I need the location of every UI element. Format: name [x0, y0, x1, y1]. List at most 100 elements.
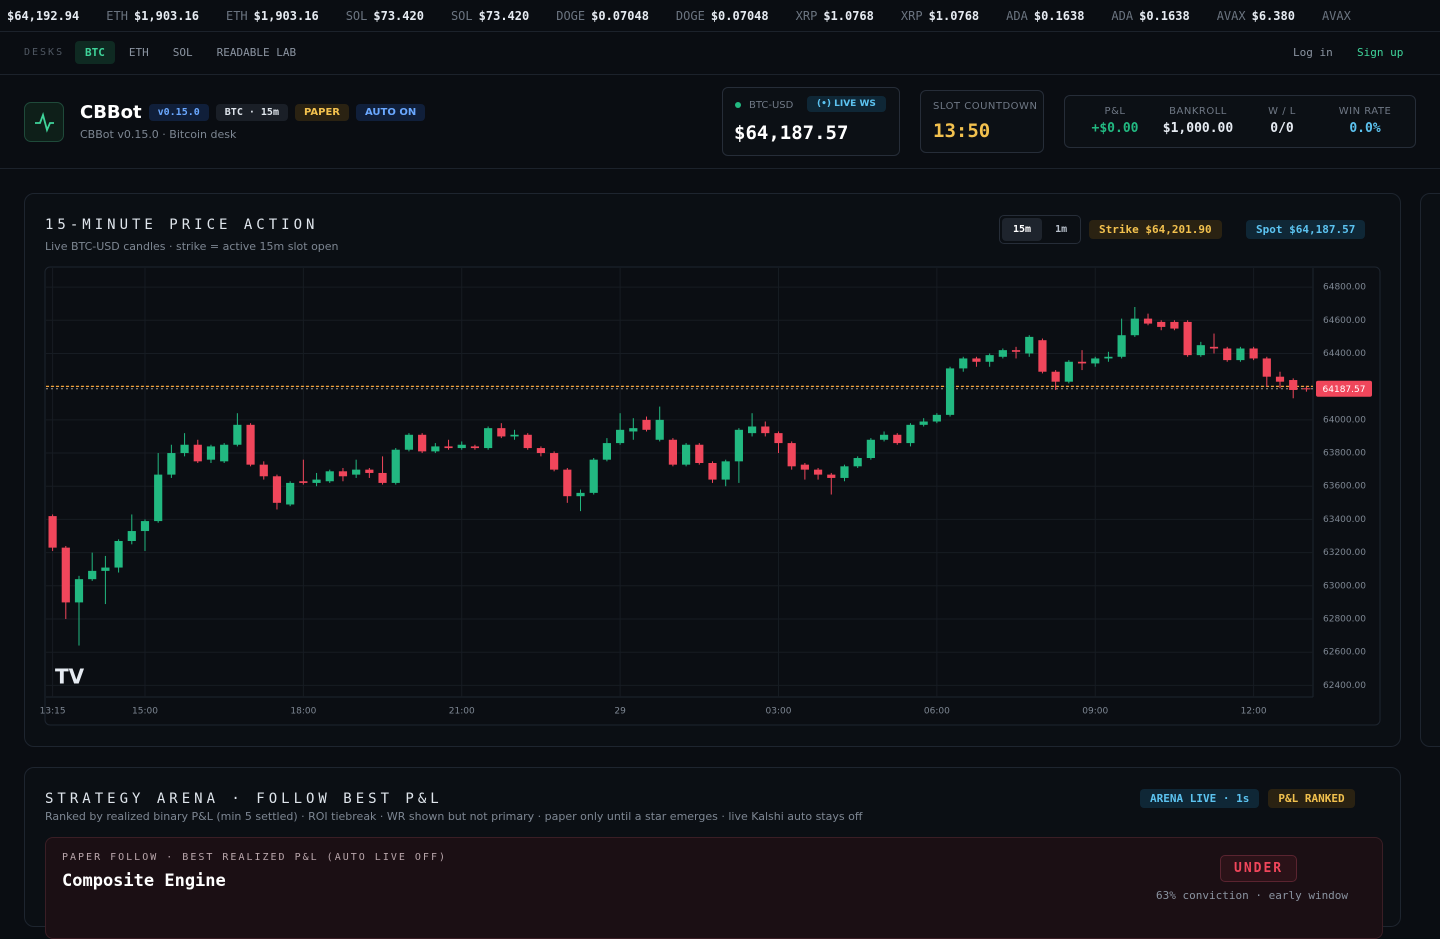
candle-body [1025, 336, 1034, 354]
arena-badge: ARENA LIVE · 1s [1140, 789, 1260, 808]
candle-body [259, 464, 268, 477]
y-tick-label: 63000.00 [1323, 581, 1366, 591]
candle-body [88, 570, 97, 580]
live-dot [735, 102, 741, 108]
candle-body [1223, 348, 1232, 361]
stat-value: +$0.00 [1091, 121, 1139, 136]
live-badge: (•) LIVE WS [807, 96, 886, 112]
candle-body [840, 466, 849, 478]
follow-card: PAPER FOLLOW · BEST REALIZED P&L (AUTO L… [45, 837, 1383, 939]
candle-body [1130, 318, 1139, 336]
candle-body [233, 424, 242, 445]
candle-body [1170, 321, 1179, 329]
countdown: 13:50 [933, 120, 991, 142]
candle-body [853, 458, 862, 467]
candle-body [61, 547, 70, 603]
candle-body [338, 471, 348, 477]
candle-body [959, 358, 968, 369]
ticker-item: DOGE $0.07048 [556, 9, 649, 23]
candle-body [1091, 358, 1100, 364]
chart-subtitle: Live BTC-USD candles · strike = active 1… [45, 240, 339, 253]
tabs: BTC ETH SOL READABLE LAB [75, 41, 310, 64]
candle-body [378, 472, 387, 483]
candle-body [734, 429, 743, 462]
ticker-symbol: SOL [450, 8, 473, 23]
candle-body [1157, 321, 1166, 327]
ticker-item: DOGE $0.07048 [676, 9, 769, 23]
candle-body [1183, 321, 1192, 356]
x-tick-label: 29 [614, 707, 626, 717]
ticker-price: $0.07048 [710, 8, 769, 23]
ticker-price: $1,903.16 [133, 8, 199, 23]
tab[interactable]: BTC [75, 41, 115, 64]
ticker-price: $0.1638 [1033, 8, 1085, 23]
stat-value: 0.0% [1349, 121, 1381, 136]
ticker-item: SOL $73.420 [451, 9, 529, 23]
ticker-symbol: SOL [345, 8, 368, 23]
ticker-item: XRP $1.0768 [901, 9, 979, 23]
interval[interactable]: 1m [1055, 224, 1068, 235]
candle-body [470, 446, 480, 449]
candle-body [985, 355, 994, 362]
body: $64,192.94 ETH $1,903.16 ETH $1,903.16 SOL $73… [0, 8, 1440, 939]
pair: BTC-USD [749, 100, 794, 111]
interval-toggle: 15m 1m [999, 215, 1082, 244]
candle-body [246, 424, 255, 465]
candle-body [1236, 348, 1245, 361]
tab[interactable]: READABLE LAB [216, 46, 297, 59]
ticker-symbol: DOGE [675, 8, 705, 23]
y-tick-label: 62400.00 [1323, 681, 1366, 691]
x-tick-label: 13:15 [40, 707, 66, 717]
candle-body [484, 428, 493, 449]
candle-body [550, 453, 559, 470]
ticker-symbol: DOGE [556, 8, 586, 23]
candle-body [457, 444, 466, 449]
countdown-card: SLOT COUNTDOWN 13:50 [920, 90, 1044, 153]
tab[interactable]: ETH [128, 46, 149, 59]
interval[interactable]: 15m [1002, 218, 1043, 241]
candle-body [536, 448, 546, 454]
tab[interactable]: SOL [172, 46, 193, 59]
candle-body [629, 428, 638, 432]
stat-label: WIN RATE [1338, 106, 1392, 117]
candle-body [127, 531, 136, 541]
arena-badge: P&L RANKED [1268, 789, 1355, 808]
candle-body [1104, 356, 1113, 359]
ticker-symbol: ETH [106, 8, 128, 23]
candle-body [602, 443, 612, 460]
candle-body [787, 443, 796, 467]
candle-body [668, 439, 677, 465]
x-tick-label: 21:00 [449, 707, 475, 717]
candle-body [576, 492, 585, 497]
candle-body [272, 476, 282, 503]
nav-label: DESKS [24, 47, 65, 58]
stat-value: 0/0 [1270, 121, 1294, 136]
ticker-item: ADA $0.1638 [1111, 9, 1189, 23]
ticker-symbol: ADA [1006, 8, 1028, 23]
candle-body [1051, 371, 1060, 382]
candle-body [589, 459, 598, 493]
signup[interactable]: Sign up [1357, 46, 1404, 59]
ticker-symbol: ADA [1111, 8, 1134, 23]
chart: TV 62400.00 62600.00 62800.00 63000.00 63200… [40, 266, 1381, 726]
arena-panel: STRATEGY ARENA · FOLLOW BEST P&L Ranked … [24, 767, 1401, 939]
y-tick-label: 63800.00 [1323, 449, 1366, 459]
card-label: PAPER FOLLOW · BEST REALIZED P&L (AUTO L… [62, 852, 447, 863]
candle-body [695, 444, 704, 463]
badges: v0.15.0 BTC · 15m PAPER AUTO ON [142, 102, 426, 121]
arena-subtitle: Ranked by realized binary P&L (min 5 set… [45, 810, 863, 823]
login[interactable]: Log in [1293, 46, 1333, 59]
ticker-price: $0.07048 [591, 8, 649, 23]
candle-body [1275, 376, 1285, 382]
candle-body [813, 469, 823, 475]
candle-body [497, 428, 506, 437]
candle-body [827, 474, 836, 478]
candle-body [866, 439, 875, 459]
candle-body [444, 446, 453, 449]
candle-body [932, 414, 941, 422]
arena-badges: ARENA LIVE · 1s P&L RANKED [1140, 789, 1355, 808]
price: $64,187.57 [734, 122, 849, 144]
strike-badge: Strike $64,201.90 [1089, 220, 1222, 239]
ticker-symbol: AVAX [1216, 8, 1246, 23]
candle-body [1143, 318, 1153, 324]
